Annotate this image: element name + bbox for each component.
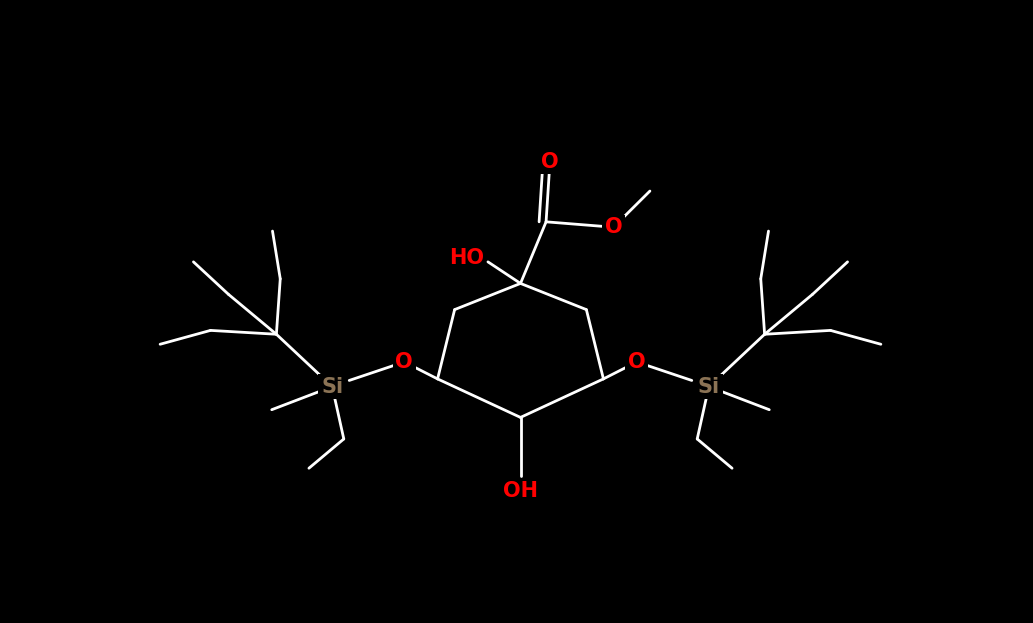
Text: OH: OH [503, 482, 538, 502]
Text: O: O [628, 352, 646, 372]
Text: Si: Si [697, 377, 720, 397]
Text: Si: Si [321, 377, 343, 397]
Text: O: O [604, 217, 622, 237]
Text: HO: HO [448, 248, 483, 268]
Text: O: O [396, 352, 413, 372]
Text: O: O [541, 152, 559, 172]
